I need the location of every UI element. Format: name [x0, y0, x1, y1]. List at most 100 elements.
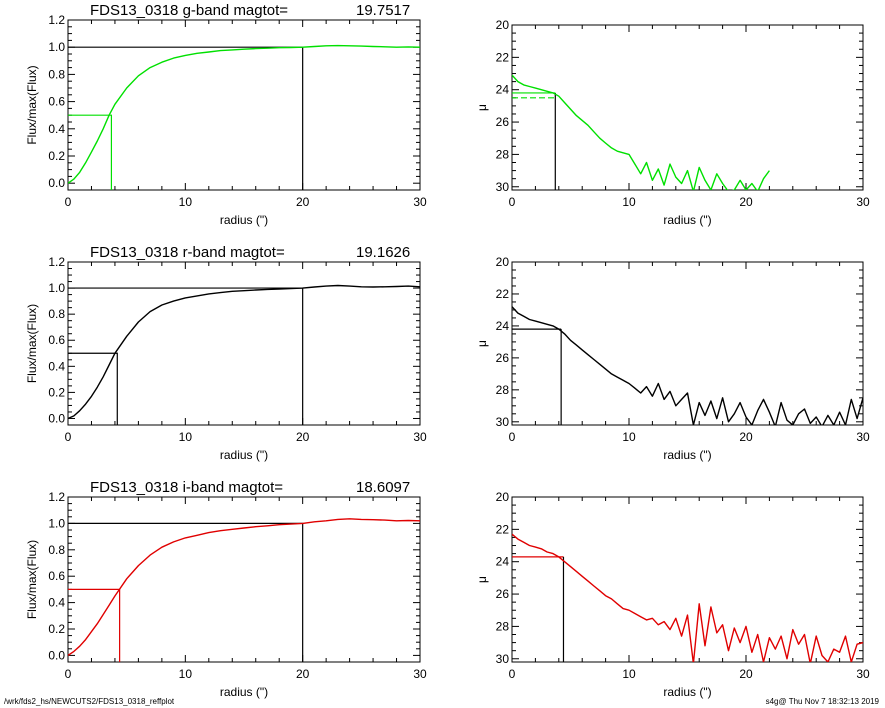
x-tick-label: 0	[65, 430, 72, 444]
magtot-value: 19.1626	[356, 244, 410, 261]
x-tick-label: 30	[413, 667, 427, 681]
x-tick-label: 0	[65, 195, 72, 209]
plot-area	[512, 306, 863, 425]
plot-frame	[67, 261, 421, 426]
panel-title: FDS13_0318 r-band magtot=	[90, 244, 285, 261]
y-axis-label: Flux/max(Flux)	[25, 304, 39, 383]
y-tick-label: 20	[496, 18, 510, 32]
series-line-i	[68, 518, 420, 656]
y-tick-label: 24	[496, 319, 510, 333]
y-tick-label: 1.2	[48, 13, 65, 27]
y-tick-label: 1.2	[48, 255, 65, 269]
y-tick-label: 28	[496, 147, 510, 161]
x-tick-label: 20	[739, 195, 753, 209]
y-tick-label: 22	[496, 522, 510, 536]
x-tick-label: 10	[622, 667, 636, 681]
x-tick-label: 20	[296, 195, 310, 209]
series-line-g	[68, 44, 420, 184]
x-tick-label: 10	[622, 430, 636, 444]
plot-frame	[511, 496, 864, 663]
footer-timestamp: s4g@ Thu Nov 7 18:32:13 2019	[765, 697, 879, 706]
plot-frame	[67, 19, 421, 191]
x-tick-label: 0	[509, 195, 516, 209]
plot-frame	[67, 496, 421, 663]
panel-title: FDS13_0318 g-band magtot=	[90, 2, 288, 19]
y-tick-label: 0.6	[48, 569, 65, 583]
y-tick-label: 30	[496, 180, 510, 194]
panel-title: FDS13_0318 i-band magtot=	[90, 479, 283, 496]
y-tick-label: 26	[496, 587, 510, 601]
y-tick-label: 30	[496, 415, 510, 429]
y-tick-label: 26	[496, 351, 510, 365]
y-tick-label: 0.2	[48, 385, 65, 399]
y-tick-label: 20	[496, 255, 510, 269]
x-axis-label: radius (")	[663, 213, 711, 227]
y-tick-label: 0.8	[48, 307, 65, 321]
y-axis-label: μ	[475, 340, 489, 347]
y-axis-label: Flux/max(Flux)	[25, 540, 39, 619]
x-tick-label: 30	[413, 195, 427, 209]
plot-area	[68, 44, 420, 190]
y-tick-label: 24	[496, 83, 510, 97]
y-tick-label: 0.0	[48, 648, 65, 662]
y-tick-label: 28	[496, 619, 510, 633]
y-tick-label: 0.0	[48, 176, 65, 190]
x-tick-label: 20	[739, 667, 753, 681]
y-tick-label: 30	[496, 652, 510, 666]
y-axis-label: Flux/max(Flux)	[25, 65, 39, 144]
plot-area	[68, 284, 420, 425]
y-tick-label: 0.6	[48, 333, 65, 347]
series-line-g	[512, 74, 770, 190]
magtot-value: 18.6097	[356, 479, 410, 496]
plot-area	[512, 533, 863, 662]
total-radius-marker	[68, 522, 304, 662]
panel-r-growth-curve: 0 10 20 30 0.0 0.2 0.4 0.6 0.8 1.0 1.2 radius (") Fl…	[25, 244, 427, 462]
x-tick-label: 10	[179, 195, 193, 209]
total-radius-marker	[68, 46, 304, 190]
x-tick-label: 0	[509, 430, 516, 444]
y-tick-label: 28	[496, 383, 510, 397]
panel-r-surface-brightness: 0 10 20 30 20 22 24 26 28 30 radius (") μ	[475, 255, 870, 462]
x-tick-label: 30	[413, 430, 427, 444]
y-tick-label: 0.6	[48, 95, 65, 109]
y-tick-label: 0.4	[48, 596, 65, 610]
x-tick-label: 20	[296, 430, 310, 444]
x-tick-label: 20	[296, 667, 310, 681]
y-tick-label: 1.2	[48, 490, 65, 504]
x-axis-label: radius (")	[220, 685, 268, 699]
x-tick-label: 10	[179, 667, 193, 681]
x-tick-label: 10	[622, 195, 636, 209]
series-line-r	[512, 306, 863, 425]
x-axis-label: radius (")	[663, 685, 711, 699]
y-tick-label: 1.0	[48, 40, 65, 54]
y-tick-label: 0.8	[48, 67, 65, 81]
y-tick-label: 24	[496, 555, 510, 569]
x-tick-label: 30	[856, 667, 870, 681]
y-tick-label: 0.4	[48, 359, 65, 373]
y-axis-label: μ	[475, 576, 489, 583]
x-tick-label: 20	[739, 430, 753, 444]
plot-area	[512, 74, 770, 190]
x-tick-label: 10	[179, 430, 193, 444]
plot-frame	[511, 24, 864, 191]
y-tick-label: 1.0	[48, 516, 65, 530]
y-tick-label: 1.0	[48, 281, 65, 295]
series-line-r	[68, 284, 420, 420]
x-axis-label: radius (")	[663, 448, 711, 462]
y-axis-label: μ	[475, 104, 489, 111]
y-tick-label: 22	[496, 287, 510, 301]
x-axis-label: radius (")	[220, 213, 268, 227]
magtot-value: 19.7517	[356, 2, 410, 19]
x-axis-label: radius (")	[220, 448, 268, 462]
y-tick-label: 0.2	[48, 622, 65, 636]
half-light-marker	[68, 352, 118, 425]
series-line-i	[512, 533, 863, 662]
x-tick-label: 30	[856, 195, 870, 209]
y-tick-label: 0.8	[48, 543, 65, 557]
panel-i-surface-brightness: 0 10 20 30 20 22 24 26 28 30 radius (") μ	[475, 490, 870, 699]
x-tick-label: 0	[65, 667, 72, 681]
panel-g-surface-brightness: 0 10 20 30 20 22 24 26 28 30 radius (") μ	[475, 18, 870, 227]
y-tick-label: 0.2	[48, 149, 65, 163]
y-tick-label: 26	[496, 115, 510, 129]
